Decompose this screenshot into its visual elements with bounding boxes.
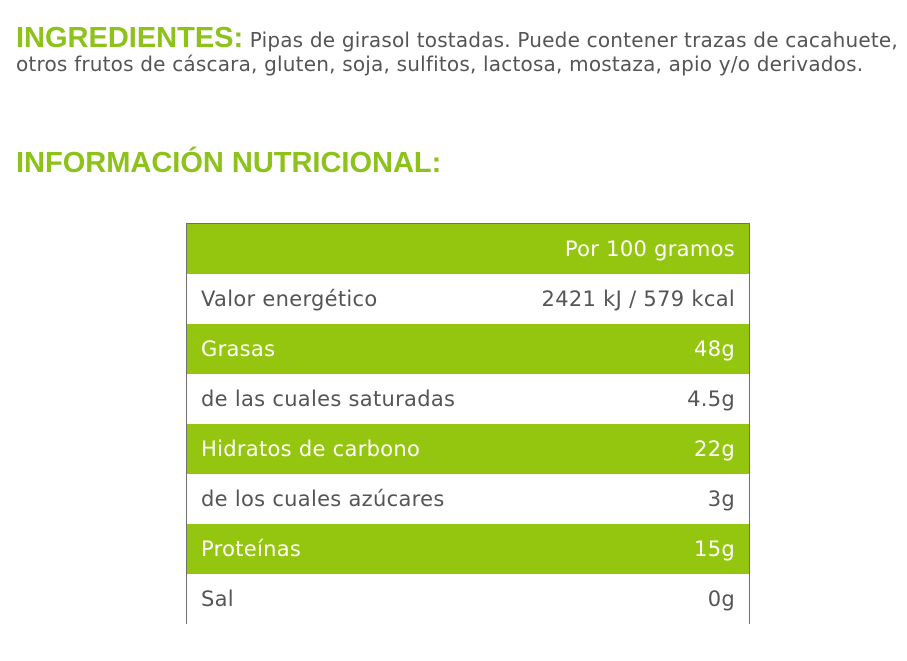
nutrient-value: 48g <box>694 337 735 361</box>
nutrient-value: 15g <box>694 537 735 561</box>
nutrient-name: Proteínas <box>201 537 302 561</box>
nutrient-name: Sal <box>201 587 234 611</box>
nutrient-name: de los cuales azúcares <box>201 487 445 511</box>
nutrient-value: 4.5g <box>687 387 735 411</box>
nutrition-row-protein: Proteínas 15g <box>187 524 749 574</box>
ingredients-paragraph: INGREDIENTES: Pipas de girasol tostadas.… <box>16 24 901 77</box>
ingredients-label: INGREDIENTES: <box>16 22 244 54</box>
nutrient-value: 2421 kJ / 579 kcal <box>541 287 735 311</box>
nutrient-name: Hidratos de carbono <box>201 437 421 461</box>
nutrition-row-salt: Sal 0g <box>187 574 749 624</box>
column-header-per-100g: Por 100 gramos <box>564 237 735 261</box>
nutrition-header-row: Por 100 gramos <box>187 224 749 274</box>
ingredients-text: Pipas de girasol tostadas. Puede contene… <box>16 28 898 76</box>
nutrient-value: 0g <box>707 587 735 611</box>
nutrition-row-energy: Valor energético 2421 kJ / 579 kcal <box>187 274 749 324</box>
nutrient-name: Valor energético <box>201 287 378 311</box>
nutrient-value: 3g <box>707 487 735 511</box>
nutrient-name: Grasas <box>201 337 276 361</box>
nutrition-row-fat: Grasas 48g <box>187 324 749 374</box>
nutrient-value: 22g <box>694 437 735 461</box>
nutrition-row-saturated-fat: de las cuales saturadas 4.5g <box>187 374 749 424</box>
nutrition-table: Por 100 gramos Valor energético 2421 kJ … <box>186 223 750 624</box>
nutrition-row-sugars: de los cuales azúcares 3g <box>187 474 749 524</box>
nutrient-name: de las cuales saturadas <box>201 387 456 411</box>
nutrition-heading: INFORMACIÓN NUTRICIONAL: <box>16 147 442 179</box>
nutrition-row-carbohydrates: Hidratos de carbono 22g <box>187 424 749 474</box>
